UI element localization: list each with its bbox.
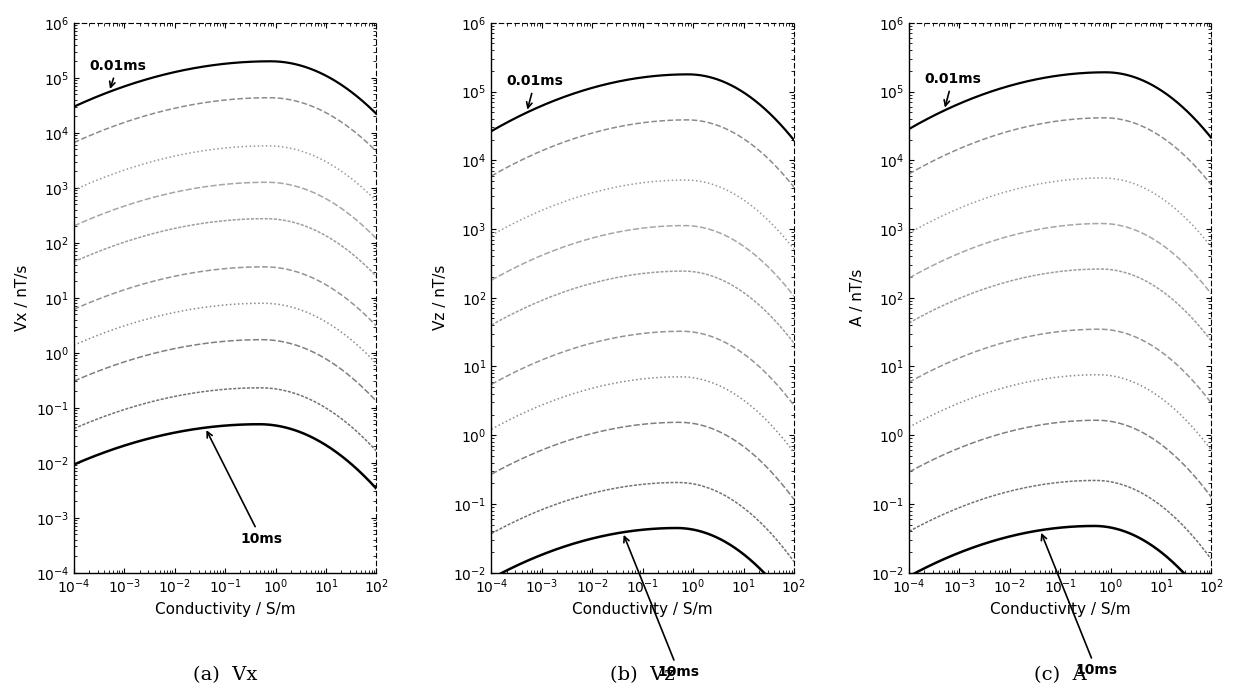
Text: (c)  A: (c) A: [1033, 666, 1087, 684]
Text: 0.01ms: 0.01ms: [924, 72, 981, 106]
Text: 10ms: 10ms: [1041, 535, 1118, 678]
Text: (b)  Vz: (b) Vz: [611, 666, 675, 684]
Y-axis label: A / nT/s: A / nT/s: [850, 269, 865, 326]
Text: 10ms: 10ms: [207, 432, 282, 546]
Y-axis label: Vx / nT/s: Vx / nT/s: [15, 264, 30, 331]
Text: 0.01ms: 0.01ms: [89, 59, 146, 87]
Text: (a)  Vx: (a) Vx: [193, 666, 258, 684]
X-axis label: Conductivity / S/m: Conductivity / S/m: [990, 602, 1130, 617]
Y-axis label: Vz / nT/s: Vz / nT/s: [432, 265, 447, 331]
Text: 0.01ms: 0.01ms: [507, 74, 564, 108]
Text: 10ms: 10ms: [624, 537, 700, 680]
X-axis label: Conductivity / S/m: Conductivity / S/m: [155, 602, 295, 617]
X-axis label: Conductivity / S/m: Conductivity / S/m: [572, 602, 712, 617]
